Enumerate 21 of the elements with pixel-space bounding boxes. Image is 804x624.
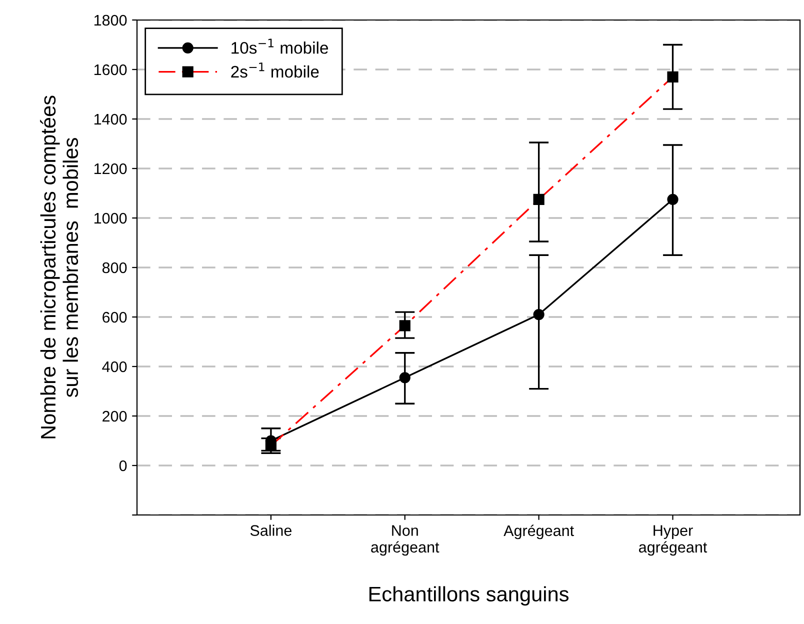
point bbox=[533, 308, 544, 320]
legend-label: 2s$^{−1}$ mobile bbox=[231, 62, 319, 78]
x-axis-title: Echantillons sanguins bbox=[369, 586, 569, 606]
y-tick-label: 1600 bbox=[94, 64, 127, 76]
y-tick-label: 0 bbox=[119, 460, 127, 472]
x-tick-label: Hyper agrégeant bbox=[639, 525, 708, 556]
x-tick-label: Saline bbox=[250, 524, 292, 536]
y-tick-label: 1400 bbox=[94, 114, 127, 125]
point bbox=[399, 372, 410, 384]
y-tick-label: 1200 bbox=[94, 163, 127, 174]
y-tick-label: 400 bbox=[102, 361, 127, 372]
y-tick-label: 1000 bbox=[94, 212, 127, 224]
point bbox=[667, 194, 678, 205]
x-tick-label: Non agrégeant bbox=[371, 525, 440, 556]
x-tick-label: Agrégeant bbox=[504, 524, 574, 540]
legend-label: 10s$^{−1}$ mobile bbox=[232, 38, 328, 54]
y-tick-label: 1800 bbox=[94, 14, 127, 26]
y-tick-label: 800 bbox=[102, 262, 127, 274]
y-axis-title: Nombre de microparticules comptées sur les membranes mobiles bbox=[40, 96, 78, 438]
y-tick-label: 200 bbox=[102, 410, 127, 422]
y-tick-label: 600 bbox=[102, 312, 127, 323]
